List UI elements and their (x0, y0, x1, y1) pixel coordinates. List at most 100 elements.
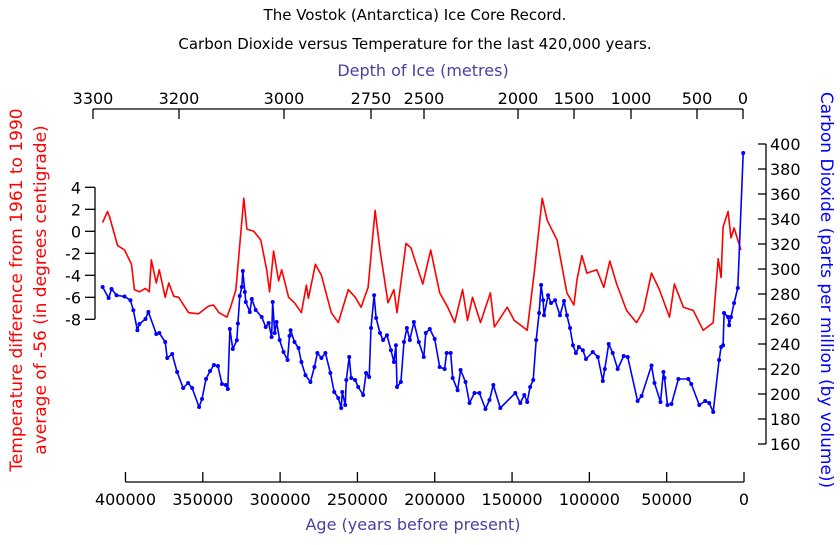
co2-data-point (726, 315, 731, 319)
co2-data-point (219, 382, 224, 386)
co2-data-point (573, 351, 578, 355)
chart-subtitle: Carbon Dioxide versus Temperature for th… (178, 35, 652, 53)
co2-data-point (407, 338, 412, 342)
co2-data-point (281, 350, 286, 354)
co2-data-point (455, 388, 460, 393)
co2-data-point (384, 333, 389, 338)
co2-data-point (722, 311, 727, 315)
co2-data-point (332, 390, 337, 394)
right-axis-tick-label: 300 (770, 260, 801, 279)
co2-data-point (542, 313, 547, 318)
left-axis-tick-label: -6 (65, 288, 81, 307)
co2-data-point (223, 383, 228, 387)
co2-data-point (339, 406, 344, 410)
co2-data-point (364, 371, 369, 375)
co2-data-point (727, 323, 732, 328)
co2-data-point (277, 338, 282, 342)
co2-data-point (378, 331, 383, 335)
co2-data-point (340, 390, 345, 394)
left-axis-tick-label: -2 (65, 244, 81, 263)
co2-data-point (361, 393, 366, 397)
top-axis-tick-label: 500 (682, 89, 713, 108)
co2-data-point (549, 301, 554, 305)
right-axis-tick-label: 160 (770, 435, 801, 454)
co2-data-point (483, 407, 488, 411)
co2-data-point (570, 343, 575, 348)
chart-title: The Vostok (Antarctica) Ice Core Record. (263, 6, 567, 24)
bottom-axis-tick-label: 0 (739, 490, 749, 509)
co2-data-point (190, 386, 195, 390)
co2-data-point (729, 315, 734, 319)
co2-data-point (211, 363, 216, 367)
co2-data-point (448, 351, 453, 355)
right-axis-tick-label: 320 (770, 235, 801, 254)
co2-data-point (498, 406, 503, 410)
co2-data-point (401, 340, 406, 344)
co2-data-point (106, 296, 111, 300)
co2-data-point (122, 294, 127, 299)
co2-data-point (423, 331, 428, 335)
co2-data-point (208, 369, 213, 373)
co2-data-point (143, 317, 148, 321)
co2-data-point (735, 286, 740, 290)
top-axis-tick-label: 2750 (351, 89, 392, 108)
co2-data-point (391, 360, 396, 364)
co2-data-point (388, 348, 393, 353)
co2-data-point (610, 351, 615, 355)
co2-data-point (421, 355, 426, 359)
co2-data-point (312, 365, 317, 369)
co2-data-point (416, 340, 421, 344)
co2-data-point (615, 367, 620, 371)
co2-data-point (128, 298, 133, 303)
co2-data-point (576, 345, 581, 349)
co2-data-point (689, 382, 694, 386)
co2-data-point (372, 293, 377, 298)
bottom-axis-tick-label: 300000 (250, 490, 311, 509)
co2-data-point (564, 313, 569, 318)
co2-data-point (662, 376, 667, 380)
co2-data-point (741, 151, 746, 155)
co2-data-point (621, 354, 626, 358)
co2-data-point (336, 396, 341, 400)
temperature-line (101, 197, 742, 332)
right-axis-tick-label: 340 (770, 210, 801, 229)
top-axis-tick-label: 3300 (73, 89, 114, 108)
co2-data-point (590, 350, 595, 354)
bottom-axis-label: Age (years before present) (305, 515, 521, 534)
co2-data-point (472, 391, 477, 395)
bottom-axis-tick-label: 400000 (95, 490, 156, 509)
co2-data-point (319, 356, 324, 360)
co2-data-point (135, 328, 140, 333)
co2-data-point (288, 328, 293, 333)
co2-data-point (367, 375, 372, 379)
co2-data-point (661, 370, 666, 374)
co2-data-point (398, 380, 403, 384)
left-axis-tick-label: 4 (71, 178, 81, 197)
co2-data-point (432, 337, 437, 341)
co2-data-point (539, 283, 544, 287)
co2-data-point (269, 335, 274, 339)
top-axis-label: Depth of Ice (metres) (337, 61, 509, 80)
co2-data-point (234, 338, 239, 343)
co2-data-point (395, 385, 400, 389)
co2-data-point (163, 340, 168, 344)
co2-data-point (303, 373, 308, 378)
co2-data-point (595, 355, 600, 359)
co2-data-point (625, 355, 630, 359)
co2-data-point (181, 386, 186, 390)
co2-data-point (137, 322, 142, 326)
co2-data-point (721, 343, 726, 348)
co2-data-point (146, 310, 151, 314)
co2-data-point (381, 338, 386, 342)
co2-data-point (568, 326, 573, 330)
co2-data-point (697, 403, 702, 407)
co2-data-point (165, 356, 170, 360)
top-axis-tick-label: 3000 (264, 89, 305, 108)
co2-data-point (487, 398, 492, 402)
co2-data-point (239, 285, 244, 289)
co2-data-point (562, 299, 567, 303)
co2-data-point (154, 332, 159, 336)
co2-data-point (287, 334, 292, 338)
co2-data-point (347, 355, 352, 359)
